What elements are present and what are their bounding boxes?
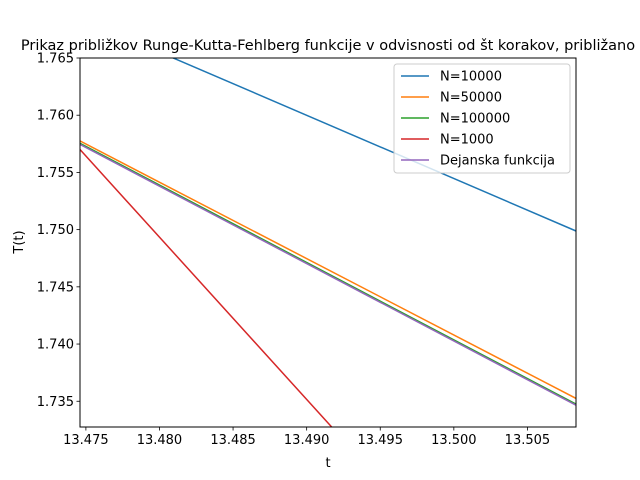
chart-title: Prikaz približkov Runge-Kutta-Fehlberg f… bbox=[21, 38, 635, 54]
legend-label-3: N=1000 bbox=[440, 133, 494, 148]
series-line-1 bbox=[80, 140, 576, 400]
y-tick-label: 1.745 bbox=[37, 280, 74, 295]
plot-frame bbox=[79, 57, 577, 428]
y-tick-label: 1.765 bbox=[37, 52, 74, 67]
legend-label-0: N=10000 bbox=[440, 70, 502, 85]
x-tick-label: 13.495 bbox=[357, 433, 403, 448]
y-tick-label: 1.750 bbox=[37, 223, 74, 238]
legend-label-1: N=50000 bbox=[440, 91, 502, 106]
x-tick-label: 13.505 bbox=[505, 433, 551, 448]
legend-label-4: Dejanska funkcija bbox=[440, 154, 555, 169]
y-tick-label: 1.740 bbox=[37, 338, 74, 353]
y-tick-label: 1.755 bbox=[37, 166, 74, 181]
legend-box bbox=[393, 63, 571, 174]
series-line-0 bbox=[171, 58, 576, 232]
y-axis-label: T(t) bbox=[12, 230, 27, 254]
x-tick-label: 13.490 bbox=[284, 433, 330, 448]
series-line-2 bbox=[80, 142, 576, 405]
series-layer bbox=[80, 58, 576, 427]
series-line-4 bbox=[80, 143, 576, 406]
legend: N=10000 N=50000 N=100000 N=1000 Dejanska fun… bbox=[393, 63, 571, 174]
y-axis: 1.735 1.740 1.745 1.750 1.755 1.760 1.765 bbox=[37, 52, 80, 410]
series-line-3 bbox=[80, 149, 333, 427]
legend-label-2: N=100000 bbox=[440, 112, 510, 127]
y-tick-label: 1.760 bbox=[37, 109, 74, 124]
y-tick-label: 1.735 bbox=[37, 395, 74, 410]
x-axis-label: t bbox=[325, 456, 330, 471]
x-tick-label: 13.485 bbox=[210, 433, 256, 448]
x-axis: 13.475 13.480 13.485 13.490 13.495 13.500 13.5… bbox=[63, 427, 550, 448]
x-tick-label: 13.480 bbox=[137, 433, 183, 448]
x-tick-label: 13.475 bbox=[63, 433, 109, 448]
x-tick-label: 13.500 bbox=[431, 433, 477, 448]
